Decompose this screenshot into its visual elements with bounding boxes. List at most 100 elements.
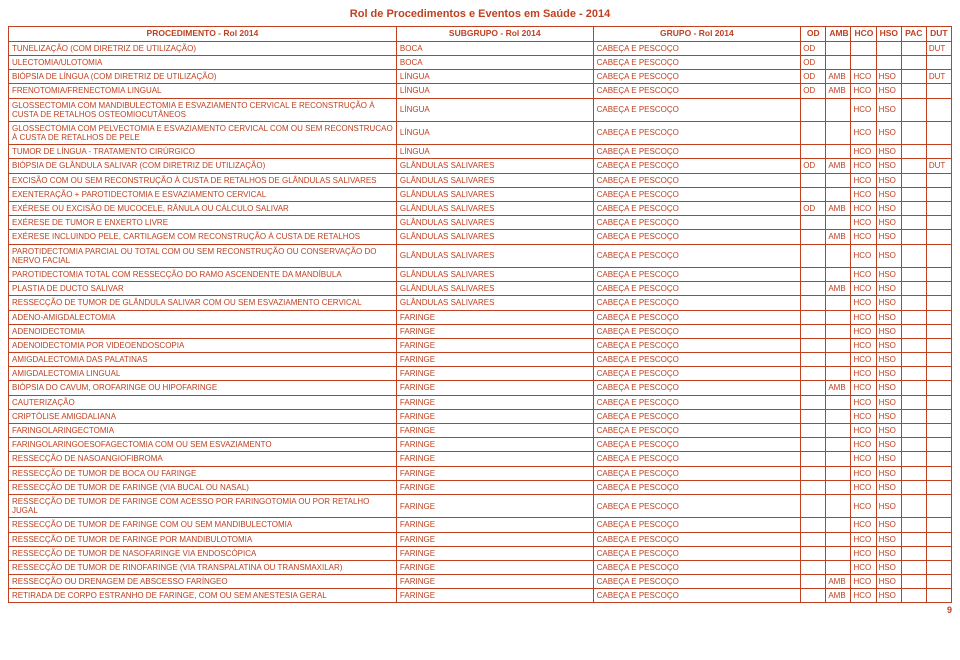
cell-sub: GLÂNDULAS SALIVARES — [396, 282, 593, 296]
cell-pac — [901, 98, 926, 121]
cell-grp: CABEÇA E PESCOÇO — [593, 55, 801, 69]
cell-amb — [826, 532, 851, 546]
cell-pac — [901, 532, 926, 546]
cell-hco: HCO — [851, 480, 876, 494]
th-pac: PAC — [901, 27, 926, 42]
cell-hco: HCO — [851, 546, 876, 560]
cell-proc: PAROTIDECTOMIA PARCIAL OU TOTAL COM OU S… — [9, 244, 397, 267]
cell-grp: CABEÇA E PESCOÇO — [593, 230, 801, 244]
cell-sub: LÍNGUA — [396, 98, 593, 121]
cell-dut — [926, 452, 951, 466]
cell-grp: CABEÇA E PESCOÇO — [593, 282, 801, 296]
cell-pac — [901, 267, 926, 281]
cell-sub: FARINGE — [396, 480, 593, 494]
table-row: RESSECÇÃO DE TUMOR DE FARINGE POR MANDIB… — [9, 532, 952, 546]
cell-proc: RESSECÇÃO DE TUMOR DE FARINGE POR MANDIB… — [9, 532, 397, 546]
cell-proc: RESSECÇÃO DE TUMOR DE GLÂNDULA SALIVAR C… — [9, 296, 397, 310]
cell-hso: HSO — [876, 267, 901, 281]
cell-sub: GLÂNDULAS SALIVARES — [396, 187, 593, 201]
cell-dut — [926, 480, 951, 494]
cell-hso: HSO — [876, 532, 901, 546]
cell-sub: FARINGE — [396, 560, 593, 574]
cell-od — [801, 395, 826, 409]
cell-sub: FARINGE — [396, 532, 593, 546]
table-row: EXÉRESE INCLUINDO PELE, CARTILAGEM COM R… — [9, 230, 952, 244]
cell-sub: GLÂNDULAS SALIVARES — [396, 267, 593, 281]
cell-dut — [926, 589, 951, 603]
cell-od — [801, 338, 826, 352]
cell-hso: HSO — [876, 338, 901, 352]
cell-proc: EXÉRESE INCLUINDO PELE, CARTILAGEM COM R… — [9, 230, 397, 244]
cell-grp: CABEÇA E PESCOÇO — [593, 367, 801, 381]
cell-proc: GLOSSECTOMIA COM MANDIBULECTOMIA E ESVAZ… — [9, 98, 397, 121]
cell-proc: RESSECÇÃO DE TUMOR DE BOCA OU FARINGE — [9, 466, 397, 480]
cell-dut — [926, 230, 951, 244]
cell-proc: EXCISÃO COM OU SEM RECONSTRUÇÃO À CUSTA … — [9, 173, 397, 187]
cell-od — [801, 145, 826, 159]
cell-amb — [826, 480, 851, 494]
cell-hso: HSO — [876, 395, 901, 409]
cell-hso: HSO — [876, 98, 901, 121]
cell-od — [801, 560, 826, 574]
cell-pac — [901, 560, 926, 574]
cell-amb — [826, 324, 851, 338]
cell-od — [801, 216, 826, 230]
cell-hso: HSO — [876, 282, 901, 296]
cell-proc: FARINGOLARINGOESOFAGECTOMIA COM OU SEM E… — [9, 438, 397, 452]
cell-hso: HSO — [876, 70, 901, 84]
cell-pac — [901, 159, 926, 173]
table-row: RESSECÇÃO OU DRENAGEM DE ABSCESSO FARÍNG… — [9, 575, 952, 589]
cell-hco: HCO — [851, 381, 876, 395]
cell-sub: BOCA — [396, 41, 593, 55]
cell-hco: HCO — [851, 466, 876, 480]
cell-dut — [926, 395, 951, 409]
cell-grp: CABEÇA E PESCOÇO — [593, 575, 801, 589]
cell-sub: GLÂNDULAS SALIVARES — [396, 216, 593, 230]
cell-amb — [826, 187, 851, 201]
cell-dut — [926, 353, 951, 367]
cell-proc: RESSECÇÃO DE TUMOR DE FARINGE COM OU SEM… — [9, 518, 397, 532]
cell-od: OD — [801, 202, 826, 216]
cell-od — [801, 121, 826, 144]
cell-od — [801, 466, 826, 480]
cell-dut — [926, 381, 951, 395]
cell-hco: HCO — [851, 187, 876, 201]
cell-dut: DUT — [926, 159, 951, 173]
cell-amb — [826, 546, 851, 560]
table-row: EXCISÃO COM OU SEM RECONSTRUÇÃO À CUSTA … — [9, 173, 952, 187]
cell-pac — [901, 480, 926, 494]
cell-hco: HCO — [851, 145, 876, 159]
cell-pac — [901, 296, 926, 310]
cell-hso: HSO — [876, 121, 901, 144]
th-proc: PROCEDIMENTO - Rol 2014 — [9, 27, 397, 42]
cell-pac — [901, 282, 926, 296]
cell-dut — [926, 98, 951, 121]
cell-hso: HSO — [876, 367, 901, 381]
cell-dut — [926, 216, 951, 230]
cell-amb — [826, 121, 851, 144]
cell-dut — [926, 267, 951, 281]
cell-hso: HSO — [876, 187, 901, 201]
cell-proc: AMIGDALECTOMIA DAS PALATINAS — [9, 353, 397, 367]
cell-hso: HSO — [876, 159, 901, 173]
cell-od — [801, 575, 826, 589]
table-row: ADENOIDECTOMIA POR VIDEOENDOSCOPIAFARING… — [9, 338, 952, 352]
cell-amb — [826, 438, 851, 452]
table-row: BIÓPSIA DE GLÂNDULA SALIVAR (COM DIRETRI… — [9, 159, 952, 173]
cell-hso: HSO — [876, 145, 901, 159]
cell-dut — [926, 518, 951, 532]
cell-hco: HCO — [851, 409, 876, 423]
table-row: RESSECÇÃO DE NASOANGIOFIBROMAFARINGECABE… — [9, 452, 952, 466]
cell-hso: HSO — [876, 353, 901, 367]
cell-dut — [926, 121, 951, 144]
cell-dut — [926, 55, 951, 69]
cell-sub: FARINGE — [396, 575, 593, 589]
cell-od — [801, 438, 826, 452]
cell-amb — [826, 452, 851, 466]
cell-pac — [901, 367, 926, 381]
cell-proc: ADENOIDECTOMIA POR VIDEOENDOSCOPIA — [9, 338, 397, 352]
cell-grp: CABEÇA E PESCOÇO — [593, 173, 801, 187]
cell-proc: FRENOTOMIA/FRENECTOMIA LINGUAL — [9, 84, 397, 98]
cell-grp: CABEÇA E PESCOÇO — [593, 480, 801, 494]
cell-pac — [901, 452, 926, 466]
